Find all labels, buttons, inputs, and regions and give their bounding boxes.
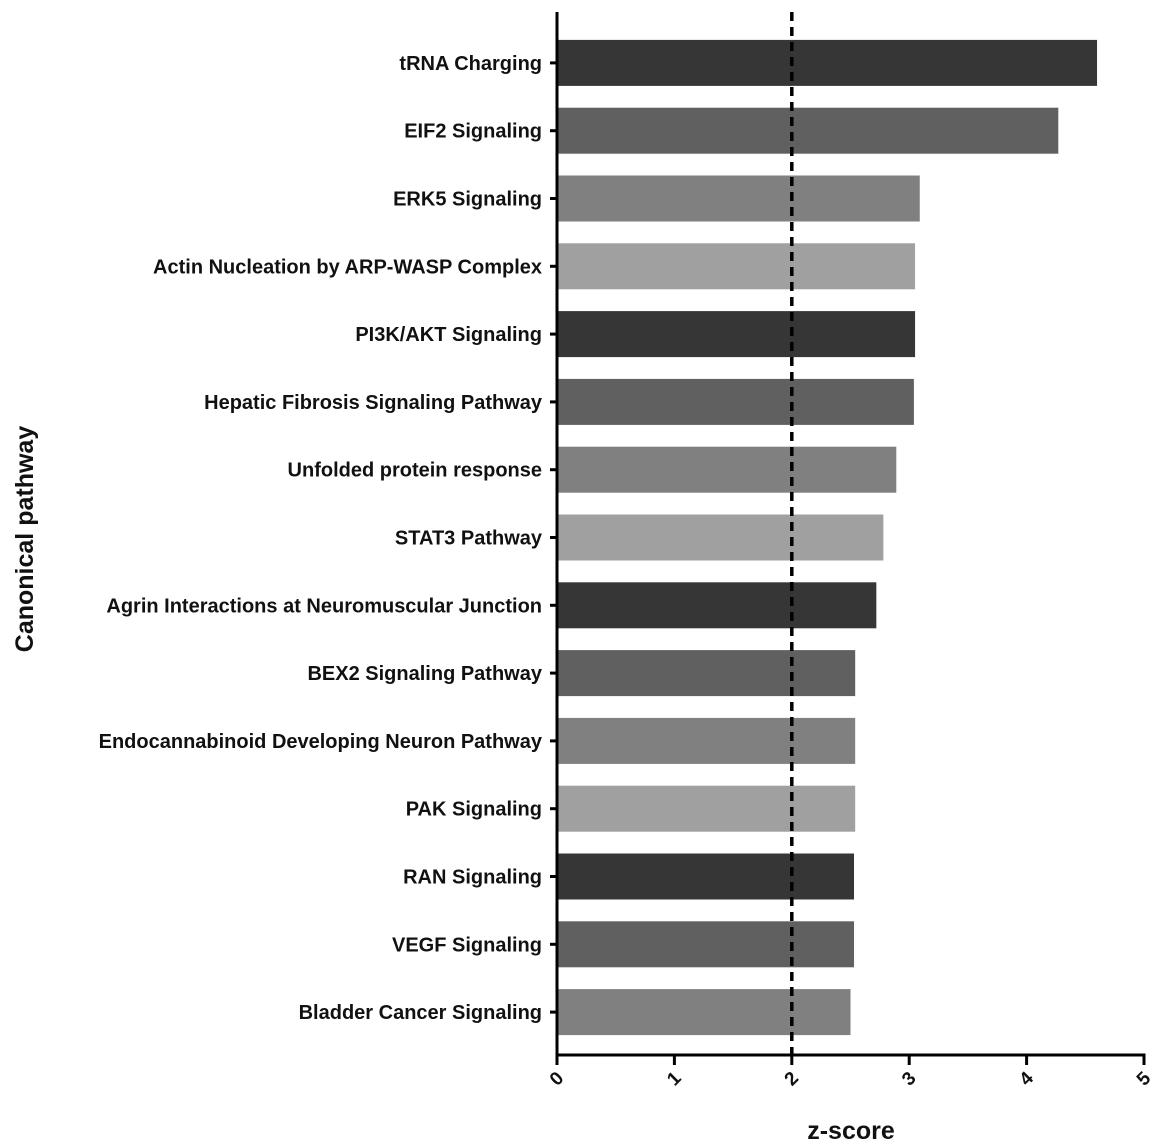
category-label: Hepatic Fibrosis Signaling Pathway (204, 392, 543, 414)
x-tick-label: 0 (546, 1068, 568, 1090)
bar (557, 39, 1098, 86)
bar (557, 989, 851, 1036)
category-label: PAK Signaling (406, 799, 542, 821)
category-label: PI3K/AKT Signaling (355, 324, 542, 346)
bar (557, 446, 897, 493)
bar (557, 243, 916, 290)
y-axis-title: Canonical pathway (11, 426, 39, 653)
category-label: Actin Nucleation by ARP-WASP Complex (153, 256, 542, 278)
bar (557, 378, 914, 425)
category-label: Endocannabinoid Developing Neuron Pathwa… (99, 731, 543, 753)
bar (557, 514, 884, 561)
category-label: Agrin Interactions at Neuromuscular Junc… (106, 595, 542, 617)
category-label: tRNA Charging (399, 53, 542, 75)
category-labels-group: tRNA Charging EIF2 Signaling ERK5 Signalin… (99, 53, 543, 1024)
bar (557, 311, 916, 358)
x-tick-label: 4 (1016, 1068, 1039, 1091)
bar (557, 853, 855, 900)
x-tick-label: 2 (781, 1068, 803, 1090)
bars-group (557, 39, 1098, 1036)
category-label: Unfolded protein response (288, 460, 542, 482)
bar (557, 717, 856, 764)
category-label: VEGF Signaling (392, 934, 542, 956)
ticks-group: 0 1 2 3 4 5 (546, 1068, 1150, 1091)
bar (557, 785, 856, 832)
x-tick-label: 3 (898, 1068, 920, 1090)
x-axis-title: z-score (807, 1117, 895, 1140)
category-label: ERK5 Signaling (393, 189, 542, 211)
category-label: STAT3 Pathway (395, 528, 543, 550)
category-label: BEX2 Signaling Pathway (307, 663, 542, 685)
x-tick-label: 1 (663, 1068, 686, 1091)
bar (557, 175, 920, 222)
category-label: EIF2 Signaling (404, 121, 542, 143)
bar (557, 650, 856, 697)
bar (557, 107, 1059, 154)
bar (557, 921, 855, 968)
bar (557, 582, 877, 629)
x-tick-label: 5 (1133, 1068, 1150, 1091)
axes-group (550, 12, 1146, 1065)
category-label: RAN Signaling (403, 867, 542, 889)
category-label: Bladder Cancer Signaling (299, 1002, 542, 1024)
